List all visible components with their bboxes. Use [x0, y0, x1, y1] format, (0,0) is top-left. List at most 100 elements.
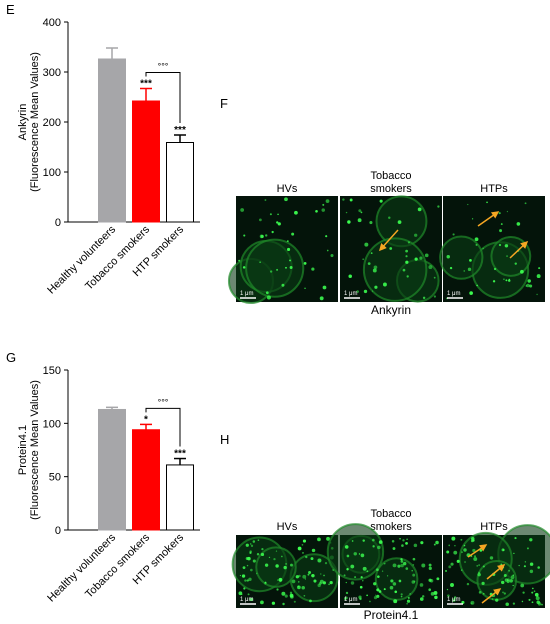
y-tick-label: 50 — [49, 472, 61, 484]
green-spot — [252, 540, 256, 543]
green-spot — [367, 262, 371, 266]
y-axis-label: (Fluorescence Mean Values) — [29, 380, 41, 520]
green-spot — [505, 279, 508, 282]
green-spot — [428, 566, 432, 570]
green-spot — [301, 544, 304, 546]
green-spot — [329, 580, 333, 585]
green-spot — [298, 574, 301, 578]
panel-label: F — [220, 96, 228, 111]
scale-bar-label: 1 μm — [447, 597, 460, 603]
green-spot — [498, 212, 501, 215]
green-spot — [469, 291, 473, 295]
green-spot — [242, 266, 246, 269]
green-spot — [437, 205, 440, 208]
green-spot — [303, 594, 306, 597]
green-spot — [382, 282, 387, 287]
green-spot — [452, 598, 456, 602]
green-spot — [307, 573, 310, 576]
green-spot — [358, 209, 362, 213]
green-spot — [247, 593, 250, 596]
green-spot — [250, 568, 253, 572]
column-label: HTPs — [480, 183, 508, 195]
green-spot — [389, 585, 394, 590]
green-spot — [474, 237, 479, 242]
green-spot — [505, 602, 509, 606]
green-spot — [473, 557, 478, 561]
green-spot — [248, 577, 252, 581]
green-spot — [512, 574, 515, 576]
green-spot — [348, 274, 352, 279]
green-spot — [281, 555, 283, 558]
green-spot — [317, 537, 321, 542]
cell-outline — [245, 238, 305, 298]
green-spot — [322, 581, 326, 585]
green-spot — [268, 556, 271, 559]
green-spot — [378, 540, 383, 544]
green-spot — [304, 287, 306, 289]
green-spot — [259, 234, 264, 239]
green-spot — [275, 564, 279, 568]
green-spot — [360, 211, 363, 214]
green-spot — [264, 581, 267, 584]
green-spot — [398, 579, 402, 583]
green-spot — [411, 570, 413, 572]
green-spot — [328, 583, 330, 586]
green-spot — [284, 594, 288, 598]
arrow — [477, 211, 500, 227]
green-spot — [376, 588, 380, 592]
green-spot — [470, 602, 473, 605]
green-spot — [510, 575, 515, 580]
green-spot — [472, 548, 476, 553]
comparison-bracket — [145, 407, 181, 447]
green-spot — [362, 258, 365, 261]
green-spot — [400, 593, 403, 596]
y-tick-label: 300 — [43, 67, 61, 79]
green-spot — [529, 538, 533, 542]
green-spot — [464, 561, 466, 563]
green-spot — [514, 262, 517, 265]
green-spot — [325, 199, 330, 203]
green-spot — [245, 557, 249, 560]
green-spot — [406, 275, 409, 278]
bar — [132, 100, 160, 223]
green-spot — [245, 543, 249, 547]
green-spot — [246, 579, 249, 582]
green-spot — [344, 596, 348, 600]
green-spot — [278, 577, 283, 582]
green-spot — [502, 591, 504, 594]
green-spot — [313, 579, 317, 583]
green-spot — [284, 197, 288, 202]
green-spot — [420, 541, 424, 545]
green-spot — [295, 575, 299, 579]
green-spot — [345, 591, 349, 595]
cell-outline — [326, 523, 385, 581]
green-spot — [360, 576, 363, 579]
green-spot — [256, 552, 260, 556]
green-spot — [412, 564, 415, 566]
green-spot — [391, 540, 395, 543]
green-spot — [475, 243, 478, 246]
green-spot — [478, 564, 480, 566]
green-spot — [375, 594, 377, 596]
green-spot — [476, 284, 478, 287]
green-spot — [477, 572, 481, 577]
green-spot — [428, 588, 432, 592]
green-spot — [527, 279, 531, 283]
green-spot — [394, 590, 398, 594]
green-spot — [276, 268, 279, 271]
green-spot — [372, 268, 377, 273]
green-spot — [405, 255, 408, 258]
y-axis-label: Protein4.1 — [17, 425, 29, 475]
green-spot — [346, 568, 349, 571]
green-spot — [405, 567, 409, 570]
green-spot — [406, 602, 409, 605]
green-spot — [500, 580, 505, 585]
green-spot — [311, 548, 316, 553]
green-spot — [326, 536, 330, 541]
green-spot — [502, 548, 505, 551]
significance-marker: *** — [140, 79, 152, 90]
column-label: Tobacco smokers — [370, 508, 412, 533]
y-tick-label: 100 — [43, 418, 61, 430]
green-spot — [495, 598, 499, 602]
